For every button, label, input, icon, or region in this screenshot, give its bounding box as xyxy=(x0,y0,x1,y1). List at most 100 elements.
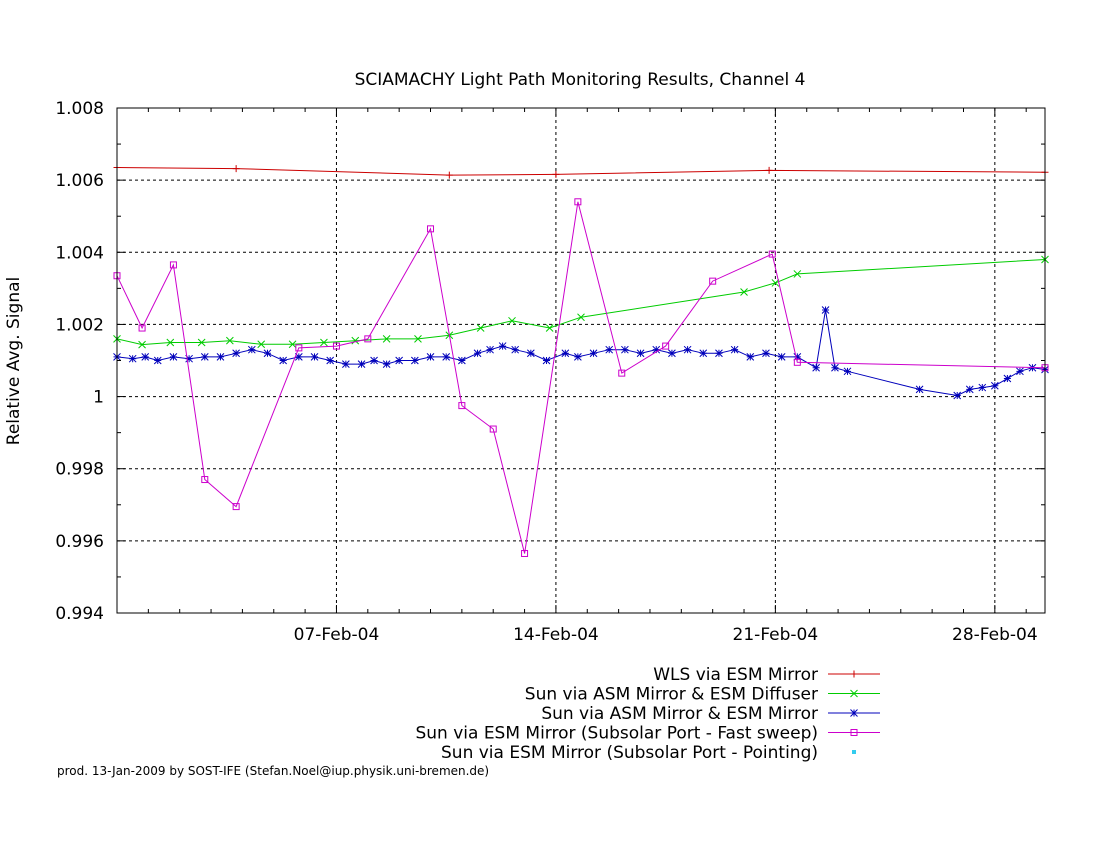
data-point xyxy=(831,363,839,372)
legend-marker xyxy=(850,689,858,698)
y-tick-label: 1.004 xyxy=(55,243,104,263)
data-point xyxy=(232,503,240,511)
series-line xyxy=(116,167,1046,176)
grid xyxy=(117,108,1045,613)
legend-marker xyxy=(850,729,858,736)
legend-marker xyxy=(850,709,858,717)
data-point xyxy=(247,345,256,354)
data-point xyxy=(511,345,520,354)
y-axis-label: Relative Avg. Signal xyxy=(4,277,24,445)
data-point xyxy=(382,335,391,343)
data-point xyxy=(153,356,162,365)
data-point xyxy=(561,349,570,358)
data-point xyxy=(342,360,350,368)
series-0 xyxy=(113,164,1049,179)
data-point xyxy=(652,345,661,354)
data-point xyxy=(740,288,748,296)
y-tick-label: 0.996 xyxy=(55,532,104,552)
legend-marker xyxy=(852,750,856,754)
data-point xyxy=(410,356,419,365)
y-tick-label: 1.006 xyxy=(55,171,104,191)
data-point xyxy=(169,261,177,269)
data-point xyxy=(589,349,598,358)
legend-marker xyxy=(850,670,858,678)
data-point xyxy=(357,360,366,368)
data-point xyxy=(370,356,378,365)
data-point xyxy=(427,225,435,233)
data-point xyxy=(771,279,780,287)
data-point xyxy=(605,345,614,354)
data-point xyxy=(426,353,435,361)
data-point xyxy=(288,340,297,349)
data-point xyxy=(458,356,466,365)
legend-label: Sun via ESM Mirror (Subsolar Port - Poin… xyxy=(441,743,818,763)
data-point xyxy=(332,342,340,350)
data-point xyxy=(473,349,482,358)
data-point xyxy=(526,349,535,358)
data-point xyxy=(295,344,303,352)
data-point xyxy=(185,354,193,363)
y-tick-label: 1 xyxy=(93,388,104,408)
data-point xyxy=(200,353,209,361)
data-point xyxy=(257,340,266,349)
legend-label: WLS via ESM Mirror xyxy=(653,665,818,685)
data-point xyxy=(310,353,319,361)
data-point xyxy=(552,170,560,178)
x-tick-label: 07-Feb-04 xyxy=(294,625,380,645)
y-tick-label: 1.008 xyxy=(55,99,104,119)
data-point xyxy=(232,165,240,173)
data-point xyxy=(574,353,582,361)
data-point xyxy=(489,425,497,433)
legend-label: Sun via ASM Mirror & ESM Mirror xyxy=(541,704,818,724)
data-point xyxy=(746,353,755,361)
data-point xyxy=(320,338,328,347)
series-line xyxy=(116,201,1046,554)
data-point xyxy=(577,313,585,322)
data-point xyxy=(201,476,209,484)
data-point xyxy=(990,381,999,390)
data-point xyxy=(326,356,335,365)
data-point xyxy=(1016,367,1024,376)
data-point xyxy=(279,356,288,365)
series-line xyxy=(116,309,1046,397)
data-point xyxy=(978,383,987,392)
x-tick-label: 14-Feb-04 xyxy=(513,625,599,645)
data-point xyxy=(138,324,146,332)
x-tick-label: 21-Feb-04 xyxy=(733,625,819,645)
data-point xyxy=(232,349,240,358)
data-point xyxy=(793,353,802,361)
data-point xyxy=(793,358,801,366)
data-point xyxy=(668,349,676,358)
axes: 0.994 0.996 0.998 1 1.002 1.004 1.006 1.008 07-F… xyxy=(55,99,1045,645)
chart-title: SCIAMACHY Light Path Monitoring Results,… xyxy=(355,70,806,90)
data-point xyxy=(545,324,554,332)
data-point xyxy=(141,353,150,361)
data-point xyxy=(621,345,629,354)
data-point xyxy=(683,345,692,354)
data-point xyxy=(768,250,776,258)
data-point xyxy=(458,402,466,410)
data-point xyxy=(128,354,137,363)
y-tick-label: 0.994 xyxy=(55,604,104,624)
y-tick-label: 0.998 xyxy=(55,460,104,480)
data-point xyxy=(793,270,802,278)
data-point xyxy=(197,338,206,347)
legend-label: Sun via ASM Mirror & ESM Diffuser xyxy=(525,685,818,705)
data-point xyxy=(414,335,422,343)
data-point xyxy=(476,324,485,332)
data-point xyxy=(169,353,178,361)
data-point xyxy=(294,353,303,361)
data-point xyxy=(812,363,820,372)
data-point xyxy=(821,306,830,314)
x-tick-label: 28-Feb-04 xyxy=(952,625,1038,645)
data-point xyxy=(498,342,507,350)
data-point xyxy=(395,356,404,365)
data-point xyxy=(445,171,453,179)
data-point xyxy=(216,353,225,361)
data-point xyxy=(226,336,234,345)
data-point xyxy=(709,277,717,285)
credit-note: prod. 13-Jan-2009 by SOST-IFE (Stefan.No… xyxy=(57,764,489,778)
data-point xyxy=(542,356,551,365)
data-point xyxy=(765,166,773,174)
